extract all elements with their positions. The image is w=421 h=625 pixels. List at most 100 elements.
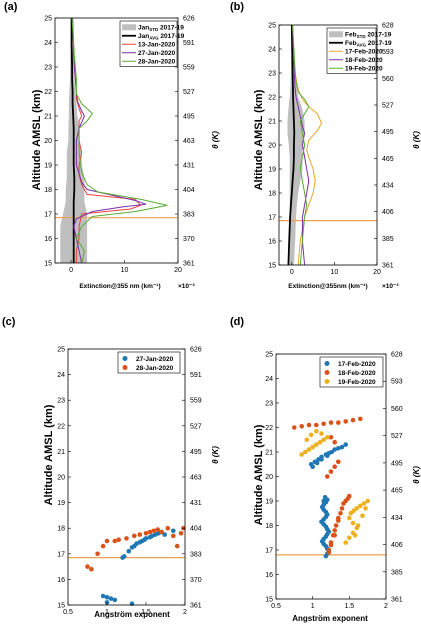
y-axis-label: Altitude AMSL (km) — [253, 89, 265, 190]
y2-tick-label: 431 — [190, 500, 202, 507]
x-tick-label: 1 — [105, 609, 109, 616]
y2-tick-label: 385 — [382, 236, 394, 243]
y2-tick-label: 383 — [190, 551, 202, 558]
y-tick-label: 18 — [44, 187, 52, 194]
y2-tick-label: 495 — [183, 114, 195, 121]
y-tick-label: 22 — [44, 89, 52, 96]
y-tick-label: 24 — [57, 372, 65, 379]
data-point — [310, 464, 316, 470]
y-tick-label: 25 — [265, 352, 273, 359]
data-point — [325, 453, 330, 459]
data-point — [332, 533, 338, 538]
data-point — [299, 424, 305, 429]
y-tick-label: 17 — [268, 215, 276, 222]
x-tick-label: 2 — [384, 603, 388, 610]
data-point — [332, 439, 338, 445]
data-point — [116, 537, 121, 542]
y2-tick-label: 495 — [382, 129, 394, 136]
legend-label: JanAVG 2017-19 — [138, 33, 185, 41]
data-point — [332, 464, 338, 470]
panel-label: (b) — [230, 1, 244, 13]
data-point — [360, 513, 365, 518]
data-point — [314, 460, 320, 466]
x-tick-label: 2 — [183, 609, 187, 616]
data-point — [355, 523, 361, 528]
data-point — [321, 437, 327, 443]
y2-tick-label: 527 — [190, 423, 202, 430]
data-point — [343, 419, 349, 424]
y2-tick-label: 361 — [183, 261, 195, 268]
y-tick-label: 23 — [44, 65, 52, 72]
data-point — [132, 533, 137, 539]
data-point — [100, 543, 106, 549]
y-tick-label: 21 — [265, 450, 273, 457]
data-point — [354, 506, 360, 511]
y2-tick-label: 591 — [190, 372, 202, 379]
series-line — [72, 17, 142, 263]
x-axis-label: Angström exponent — [292, 614, 368, 623]
y-axis-label: Altitude AMSL (km) — [253, 424, 265, 525]
data-point — [326, 550, 332, 555]
legend-label: JanSTD 2017-19 — [138, 25, 184, 33]
y-tick-label: 15 — [268, 263, 276, 270]
y2-tick-label: 361 — [190, 603, 202, 610]
panel-label: (c) — [2, 316, 16, 328]
x-tick-label: 0.5 — [271, 603, 281, 610]
data-point — [85, 564, 90, 569]
data-point — [155, 527, 160, 532]
y2-axis-label: θ (K) — [412, 131, 421, 149]
x-axis-label: Extinction@355 nm (km⁻¹) — [79, 283, 160, 290]
y-tick-label: 21 — [57, 449, 65, 456]
data-point — [162, 532, 167, 537]
data-point — [321, 421, 327, 427]
legend-label: 19-Feb-2020 — [338, 379, 376, 386]
series-line — [292, 24, 323, 266]
x-tick-label: 10 — [121, 267, 129, 274]
data-point — [328, 469, 334, 474]
data-point — [328, 542, 334, 548]
data-point — [314, 422, 319, 428]
series-line — [72, 17, 147, 264]
data-point — [350, 417, 356, 423]
y-axis-label: Altitude AMSL (km) — [31, 89, 43, 190]
panel-d: (d) Altitude AMSL (km) θ (K) Angström ex… — [230, 316, 421, 623]
legend-label: FebAVG 2017-19 — [345, 40, 392, 48]
y-tick-label: 25 — [268, 23, 276, 30]
plot-area — [276, 354, 386, 599]
data-point — [159, 529, 164, 535]
data-point — [347, 493, 352, 499]
y-tick-label: 19 — [268, 167, 276, 174]
y-tick-label: 21 — [44, 114, 52, 121]
y2-tick-label: 463 — [190, 475, 202, 482]
data-point — [321, 498, 327, 504]
y2-tick-label: 434 — [382, 183, 394, 190]
data-point — [171, 528, 176, 534]
data-point — [104, 595, 110, 600]
y-tick-label: 22 — [57, 423, 65, 430]
legend-swatch — [122, 24, 136, 31]
data-point — [336, 518, 341, 523]
y-tick-label: 15 — [265, 597, 273, 604]
y2-tick-label: 626 — [190, 347, 202, 354]
y2-tick-label: 560 — [382, 76, 394, 83]
y-tick-label: 25 — [57, 347, 65, 354]
x-tick-label: 1.5 — [344, 603, 354, 610]
data-point — [332, 528, 338, 533]
y2-tick-label: 406 — [391, 542, 403, 549]
y-tick-label: 24 — [44, 40, 52, 47]
panel-label: (d) — [230, 316, 244, 328]
data-point — [325, 435, 330, 440]
legend-swatch — [122, 356, 128, 361]
y-tick-label: 16 — [268, 239, 276, 246]
x-tick-label: 10 — [330, 269, 338, 276]
y-tick-label: 15 — [57, 603, 65, 610]
data-point — [151, 528, 157, 534]
data-point — [112, 538, 118, 544]
y2-tick-label: 495 — [190, 449, 202, 456]
legend-label: 27-Jan-2020 — [138, 50, 176, 57]
data-point — [317, 439, 323, 445]
y2-tick-label: 628 — [382, 23, 394, 30]
data-point — [314, 428, 319, 434]
